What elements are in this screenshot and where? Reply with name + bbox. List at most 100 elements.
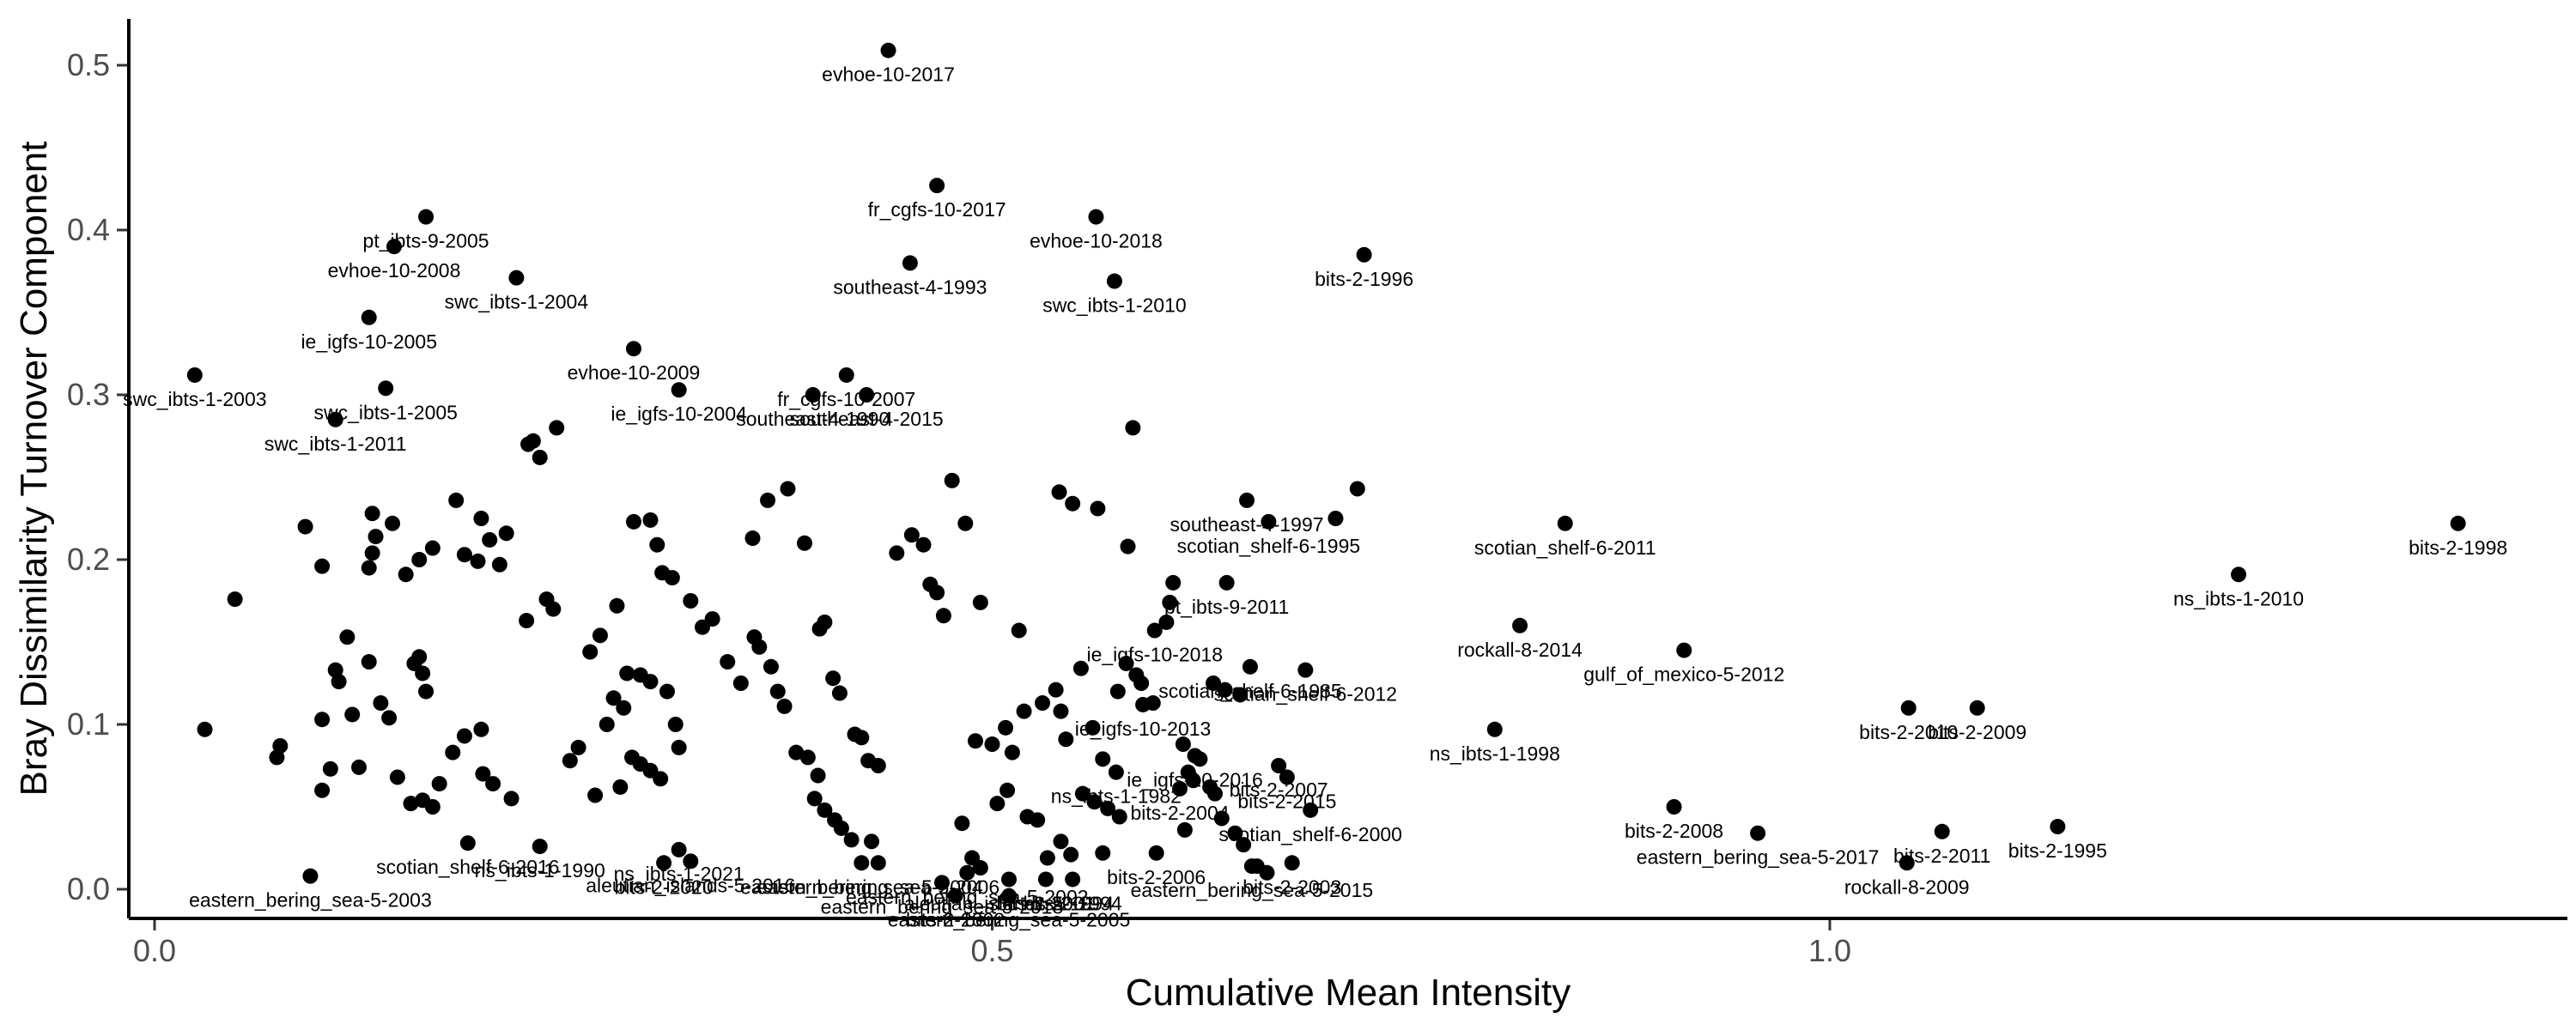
y-tick-label: 0.1 <box>67 706 110 742</box>
data-point <box>327 411 343 427</box>
point-label: eastern_bering_sea-5-2002 <box>846 886 1089 908</box>
data-point <box>1512 617 1528 633</box>
data-point <box>609 597 625 614</box>
point-label: swc_ibts-1-2011 <box>264 433 407 455</box>
data-point <box>762 658 779 675</box>
data-point <box>227 591 243 608</box>
data-point <box>314 558 331 574</box>
data-point <box>1158 614 1175 630</box>
data-point <box>482 531 498 548</box>
data-point <box>769 683 786 700</box>
point-label: scotian_shelf-6-1995 <box>1177 535 1361 557</box>
point-labels: evhoe-10-2017 fr_cgfs-10-2017 evhoe-10-201… <box>123 64 2507 931</box>
data-point <box>751 639 768 655</box>
data-point <box>403 796 419 812</box>
data-point <box>1108 764 1124 780</box>
data-point <box>1146 622 1163 639</box>
data-point <box>1063 846 1079 863</box>
data-point <box>418 683 434 700</box>
data-point <box>1172 780 1188 797</box>
data-point <box>475 766 491 782</box>
data-point <box>1035 695 1051 712</box>
data-point <box>1100 800 1116 816</box>
data-points <box>186 42 2466 904</box>
point-label: bits-2-2008 <box>1625 820 1723 842</box>
data-point <box>587 787 604 803</box>
data-point <box>545 601 562 617</box>
data-point <box>612 779 629 795</box>
point-label: ns_ibts-1-1990 <box>475 859 605 882</box>
data-point <box>1206 785 1223 802</box>
data-point <box>456 547 472 563</box>
data-point <box>1303 802 1319 818</box>
point-label: bits-2-2009 <box>1928 721 2026 743</box>
data-point <box>616 700 632 716</box>
data-point <box>1349 481 1365 497</box>
point-label: scotian_shelf-6-2011 <box>1474 536 1656 559</box>
point-label: eastern_bering_sea-5-2006 <box>757 876 1000 898</box>
point-label: ns_ibts-1-2010 <box>2173 587 2304 609</box>
point-label: eastern_bering_sea-5-2018 <box>821 895 1064 918</box>
y-tick-label: 0.2 <box>67 542 110 577</box>
data-point <box>570 739 586 755</box>
point-label: ns_ibts-1-1998 <box>1430 742 1560 765</box>
data-point <box>1125 420 1141 436</box>
data-point <box>817 802 833 818</box>
data-point <box>1074 785 1091 802</box>
data-point <box>411 649 428 665</box>
data-point <box>473 511 489 526</box>
data-point <box>1095 845 1111 861</box>
data-point <box>933 875 950 891</box>
data-point <box>854 730 870 746</box>
data-point <box>1001 871 1018 888</box>
data-point <box>269 749 285 766</box>
data-point <box>445 744 461 760</box>
y-tick-label: 0.5 <box>67 47 110 82</box>
data-point <box>671 382 687 398</box>
data-point <box>967 733 983 749</box>
y-tick-label: 0.4 <box>67 212 110 247</box>
point-label: bits-2-2004 <box>1130 802 1229 824</box>
data-point <box>870 758 886 773</box>
point-label: eastern_bering_sea-5-2015 <box>1131 879 1374 901</box>
data-point <box>485 776 501 792</box>
point-label: aleutian_islands-5-1994 <box>904 892 1114 914</box>
data-point <box>498 525 514 542</box>
point-label: ns_ibts-1-1982 <box>1051 785 1182 808</box>
point-label: southeast-4-1993 <box>833 276 987 298</box>
data-point <box>649 536 665 553</box>
data-point <box>1327 511 1344 526</box>
point-label: ie_igfs-10-2018 <box>1086 644 1223 666</box>
point-label: evhoe-10-2018 <box>1030 230 1163 252</box>
data-point <box>1934 823 1950 839</box>
data-point <box>1206 676 1222 691</box>
point-label: fr_cgfs-10-2017 <box>868 198 1006 221</box>
data-point <box>671 739 687 755</box>
point-label: bits-2-1996 <box>1315 268 1413 290</box>
data-point <box>1004 744 1020 760</box>
data-point <box>1899 855 1915 871</box>
data-point <box>314 782 331 798</box>
data-point <box>1065 495 1081 512</box>
data-point <box>653 771 669 787</box>
point-label: evhoe-10-2008 <box>328 259 461 282</box>
data-point <box>1666 799 1682 815</box>
data-point <box>532 839 548 855</box>
data-point <box>843 832 860 848</box>
point-label: bits-2-2001 <box>996 892 1095 914</box>
data-point <box>503 791 519 807</box>
data-point <box>448 492 465 508</box>
point-label: evhoe-10-2009 <box>568 361 701 384</box>
x-axis-title: Cumulative Mean Intensity <box>1126 972 1571 1014</box>
data-point <box>1133 676 1150 691</box>
data-point <box>667 717 683 732</box>
data-point <box>1051 484 1067 500</box>
data-point <box>1900 700 1917 716</box>
point-label: ns_ibts-1-2021 <box>614 863 744 885</box>
data-point <box>972 594 988 610</box>
data-point <box>825 670 841 687</box>
data-point <box>1185 772 1201 789</box>
data-point <box>1135 696 1151 712</box>
data-point <box>378 380 394 397</box>
data-point <box>373 695 389 712</box>
